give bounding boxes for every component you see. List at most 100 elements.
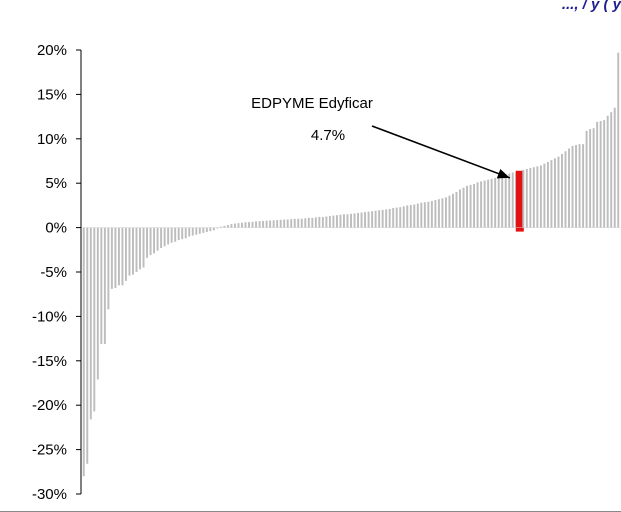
- bar: [279, 219, 282, 228]
- bar: [546, 161, 549, 228]
- bar: [149, 227, 152, 256]
- bar: [399, 207, 402, 228]
- bar: [142, 227, 145, 268]
- bar: [462, 187, 465, 228]
- bar: [237, 223, 240, 228]
- bar: [314, 217, 317, 228]
- bar: [167, 227, 170, 245]
- bar: [364, 212, 367, 228]
- bar: [427, 201, 430, 228]
- bar: [265, 220, 268, 228]
- bar: [117, 227, 120, 286]
- bar: [455, 192, 458, 228]
- bar: [202, 227, 205, 233]
- bar: [529, 168, 532, 228]
- bar: [532, 167, 535, 228]
- bar: [466, 185, 469, 228]
- bar: [430, 200, 433, 228]
- bar: [209, 227, 212, 232]
- y-tick-label: -15%: [32, 353, 67, 370]
- bar: [139, 227, 141, 270]
- bar: [420, 202, 423, 228]
- bar: [198, 227, 201, 234]
- bar: [592, 128, 595, 228]
- bar: [448, 195, 451, 228]
- bar: [371, 211, 374, 228]
- bar: [497, 176, 500, 228]
- bar: [539, 165, 542, 228]
- bar: [96, 227, 99, 380]
- bar: [156, 227, 159, 251]
- bar: [469, 184, 472, 228]
- bar: [490, 178, 493, 228]
- bar: [174, 227, 177, 242]
- y-tick-label: -10%: [32, 308, 67, 325]
- bar: [226, 224, 229, 228]
- bar: [353, 213, 356, 228]
- bar: [163, 227, 166, 247]
- bar: [86, 227, 89, 464]
- bar: [374, 210, 377, 228]
- y-tick-label: -30%: [32, 486, 67, 503]
- bar: [321, 216, 324, 228]
- bar: [191, 227, 194, 236]
- bar: [582, 144, 585, 228]
- bar: [160, 227, 163, 249]
- bar: [195, 227, 198, 235]
- bar: [290, 219, 293, 228]
- bar: [402, 206, 405, 228]
- bar: [241, 222, 243, 228]
- bar: [272, 220, 275, 228]
- bar: [409, 204, 412, 228]
- bar: [416, 203, 419, 228]
- bar: [596, 121, 599, 228]
- bar: [205, 227, 208, 233]
- bar: [504, 174, 507, 228]
- bar: [487, 179, 490, 228]
- bar: [553, 158, 556, 228]
- bar: [325, 216, 328, 228]
- annotation-arrow-line: [371, 125, 511, 179]
- chart-title-fragment: ..., / y ( y: [561, 0, 621, 13]
- bar: [550, 160, 553, 228]
- bar: [230, 224, 233, 228]
- bar: [212, 227, 215, 231]
- bar: [367, 211, 370, 228]
- bar: [89, 227, 92, 420]
- y-tick-label: 20%: [37, 42, 67, 59]
- y-tick-label: 15%: [37, 86, 67, 103]
- bar-highlight: [515, 170, 524, 232]
- bar: [82, 227, 85, 477]
- bar: [385, 209, 388, 228]
- bar: [132, 227, 134, 275]
- annotation-arrowhead: [496, 168, 510, 179]
- bar: [444, 197, 447, 228]
- bar: [525, 168, 528, 228]
- bar: [406, 205, 409, 228]
- bar: [177, 227, 180, 241]
- bar: [508, 173, 511, 228]
- bar: [441, 198, 444, 228]
- bar: [395, 207, 398, 228]
- bar: [286, 219, 289, 228]
- bar: [571, 145, 574, 228]
- bar: [483, 180, 486, 228]
- bar: [251, 221, 254, 228]
- bar: [476, 182, 479, 228]
- bar: [434, 200, 437, 228]
- bar: [357, 212, 359, 228]
- bar: [543, 163, 546, 228]
- bar: [304, 218, 307, 228]
- bar: [181, 227, 184, 240]
- bar: [480, 181, 483, 228]
- bar: [350, 213, 352, 228]
- y-tick-label: -20%: [32, 397, 67, 414]
- bar: [135, 227, 138, 272]
- annotation-value: 4.7%: [311, 127, 345, 144]
- bar: [93, 227, 96, 412]
- bar: [258, 221, 261, 228]
- bar: [128, 227, 131, 276]
- bar: [360, 212, 363, 228]
